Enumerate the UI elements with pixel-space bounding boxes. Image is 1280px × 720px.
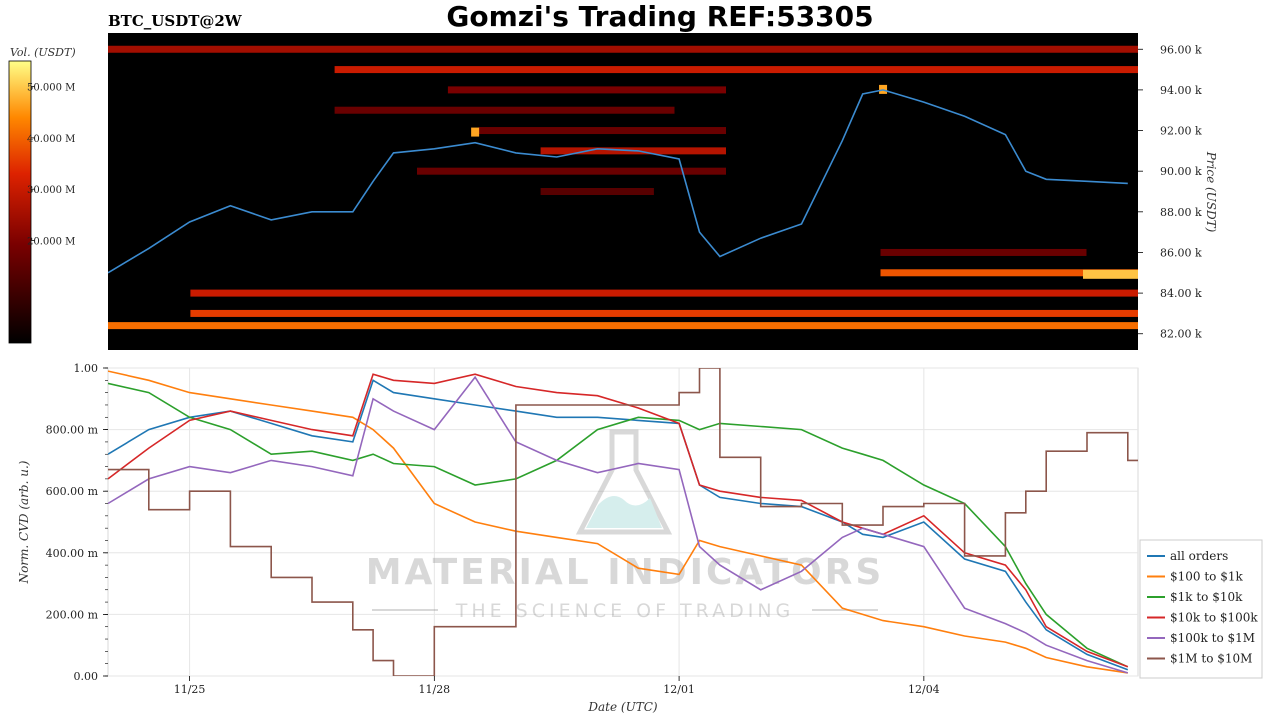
price-tick-label: 84.00 k	[1160, 287, 1202, 300]
y-tick-label: 400.00 m	[46, 547, 99, 560]
heat-band	[880, 269, 1138, 277]
heat-band	[190, 289, 1138, 297]
heat-band	[108, 322, 1138, 330]
colorbar-tick-label: 50.000 M	[27, 83, 75, 94]
heat-band	[334, 106, 675, 114]
series-line--1k-to-10k	[108, 382, 1129, 668]
heat-band	[334, 66, 1138, 74]
legend-label: $100k to $1M	[1170, 631, 1255, 645]
price-line	[108, 89, 1128, 274]
heat-band	[190, 309, 1138, 317]
legend-label: $1M to $10M	[1170, 652, 1252, 666]
price-tick-label: 96.00 k	[1160, 43, 1202, 56]
heat-band	[880, 248, 1087, 256]
price-tick-label: 90.00 k	[1160, 165, 1202, 178]
legend-label: $100 to $1k	[1170, 570, 1243, 584]
cvd-panel: MATERIAL INDICATORS THE SCIENCE OF TRADI…	[17, 362, 1263, 714]
price-tick-label: 94.00 k	[1160, 84, 1202, 97]
heat-band	[108, 45, 1138, 53]
colorbar-gradient	[8, 60, 32, 344]
y-tick-label: 800.00 m	[46, 424, 99, 437]
series-line--100k-to-1m	[108, 375, 1129, 674]
x-tick-label: 11/25	[174, 683, 206, 696]
heat-band	[417, 167, 726, 175]
series-line--10k-to-100k	[108, 373, 1129, 668]
legend-label: $10k to $100k	[1170, 611, 1258, 625]
cvd-y-axis-label: Norm. CVD (arb. u.)	[17, 460, 31, 584]
y-tick-label: 0.00	[74, 670, 99, 683]
heatmap-panel: 82.00 k 84.00 k 86.00 k 88.00 k 90.00 k 92.00…	[108, 33, 1218, 350]
heat-hot-spot	[471, 127, 480, 137]
series-line--100-to-1k	[108, 370, 1128, 674]
x-tick-label: 11/28	[418, 683, 450, 696]
heat-band	[540, 188, 654, 195]
watermark-tagline: THE SCIENCE OF TRADING	[455, 600, 795, 622]
colorbar-tick-label: 20.000 M	[27, 236, 75, 247]
price-tick-label: 82.00 k	[1160, 328, 1202, 341]
watermark: MATERIAL INDICATORS THE SCIENCE OF TRADI…	[366, 429, 885, 622]
price-tick-label: 86.00 k	[1160, 246, 1202, 259]
colorbar-tick-label: 40.000 M	[27, 134, 75, 145]
series-line-all-orders	[108, 379, 1129, 671]
colorbar-tick-label: 30.000 M	[27, 185, 75, 196]
price-tick-label: 92.00 k	[1160, 125, 1202, 138]
heat-band	[447, 86, 726, 94]
legend-label: $1k to $10k	[1170, 590, 1243, 604]
x-tick-label: 12/04	[908, 683, 940, 696]
chart-title: Gomzi's Trading REF:53305	[446, 0, 873, 33]
x-tick-label: 12/01	[663, 683, 695, 696]
y-tick-label: 600.00 m	[46, 485, 99, 498]
y-tick-label: 200.00 m	[46, 608, 99, 621]
legend-box	[1139, 539, 1263, 679]
watermark-brand: MATERIAL INDICATORS	[366, 552, 885, 593]
series-line--1m-to-10m	[108, 368, 1138, 676]
symbol-label: BTC_USDT@2W	[108, 12, 243, 30]
legend: all orders $100 to $1k $1k to $10k $10k to …	[1139, 539, 1263, 679]
heat-band	[478, 127, 726, 135]
heat-hot-spot	[1083, 269, 1138, 279]
colorbar: Vol. (USDT) 50.000 M 40.000 M 30.000 M 20.0…	[8, 46, 76, 344]
colorbar-label: Vol. (USDT)	[10, 46, 76, 59]
y-tick-label: 1.00	[74, 362, 99, 375]
legend-label: all orders	[1170, 549, 1228, 563]
price-axis-label: Price (USDT)	[1204, 151, 1218, 233]
x-axis-label: Date (UTC)	[587, 700, 657, 714]
price-tick-label: 88.00 k	[1160, 206, 1202, 219]
